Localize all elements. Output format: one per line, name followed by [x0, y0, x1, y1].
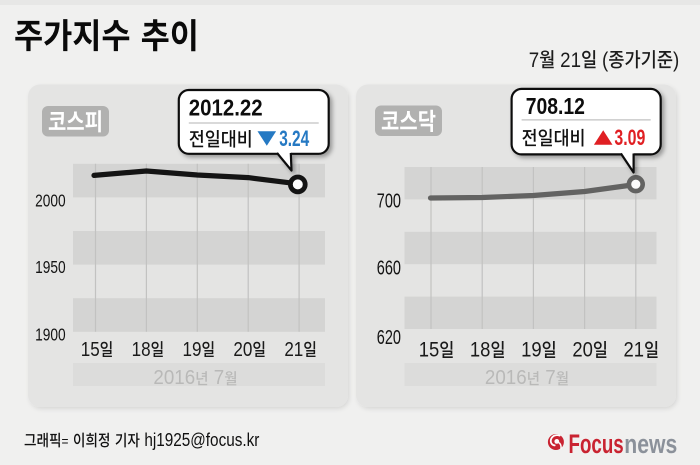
svg-text:18: 18 — [132, 339, 151, 361]
svg-text:hj1925@focus.kr: hj1925@focus.kr — [144, 430, 259, 450]
svg-text:7: 7 — [529, 48, 539, 72]
svg-text:2000: 2000 — [35, 191, 66, 211]
svg-text:7: 7 — [214, 367, 224, 389]
svg-text:18: 18 — [470, 339, 491, 362]
svg-text:): ) — [673, 48, 679, 72]
svg-text:15: 15 — [419, 339, 440, 362]
svg-text:20: 20 — [572, 339, 593, 362]
svg-text:1950: 1950 — [35, 257, 66, 277]
svg-text:2016: 2016 — [153, 367, 195, 389]
svg-text:Focus: Focus — [569, 429, 624, 459]
svg-text:15: 15 — [81, 339, 100, 361]
svg-text:2016: 2016 — [485, 367, 527, 389]
svg-text:19: 19 — [183, 339, 202, 361]
svg-text:708.12: 708.12 — [526, 93, 585, 119]
svg-text:1900: 1900 — [35, 324, 66, 344]
svg-text:660: 660 — [377, 256, 401, 279]
svg-text:620: 620 — [377, 326, 401, 349]
svg-text:news: news — [624, 429, 677, 459]
svg-text:7: 7 — [545, 367, 555, 389]
svg-text:3.24: 3.24 — [279, 126, 309, 151]
svg-text:700: 700 — [377, 189, 401, 212]
svg-text:20: 20 — [233, 339, 252, 361]
svg-text:=: = — [62, 433, 69, 449]
svg-text:21: 21 — [624, 339, 645, 362]
svg-text:2012.22: 2012.22 — [189, 94, 263, 120]
svg-text:19: 19 — [521, 339, 542, 362]
svg-text:21: 21 — [284, 339, 303, 361]
svg-text:(: ( — [602, 48, 608, 72]
svg-text:3.09: 3.09 — [614, 125, 645, 150]
svg-text:21: 21 — [560, 48, 581, 72]
